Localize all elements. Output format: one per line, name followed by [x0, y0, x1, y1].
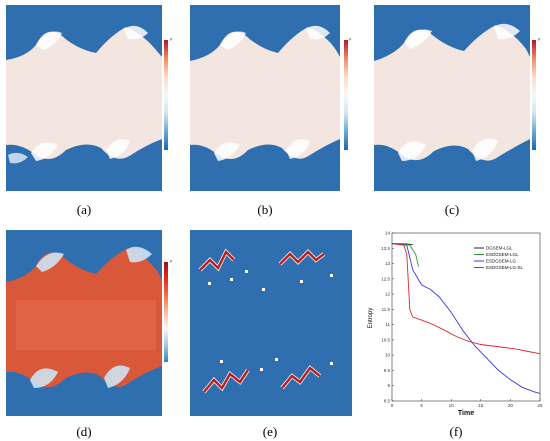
density-plot-c — [374, 5, 530, 191]
legend-label: ESDGSEM-LGL — [486, 252, 519, 257]
legend-label: DGSEM-LGL — [486, 246, 513, 251]
y-tick-label: 13 — [385, 261, 391, 266]
legend-label: ESDGSEM-LG-SL — [486, 265, 524, 270]
series-line-esdgsem-lgl — [391, 243, 420, 267]
y-tick-label: 11 — [385, 322, 390, 327]
caption-b: (b) — [257, 202, 273, 217]
density-plot-b — [190, 5, 340, 191]
caption-a: (a) — [76, 202, 92, 217]
x-tick-label: 25 — [537, 403, 543, 408]
density-panel-a — [6, 5, 162, 191]
density-panel-b — [190, 5, 340, 191]
y-tick-label: 9 — [387, 383, 390, 388]
caption-c: (c) — [444, 202, 460, 217]
y-tick-label: 13.5 — [381, 246, 390, 251]
colorbar-b — [344, 40, 348, 150]
colorbar-a — [164, 40, 168, 150]
density-plot-a — [6, 5, 162, 191]
colorbar-d — [164, 262, 168, 362]
series-line-esdgsem-lg-sl — [391, 243, 541, 355]
colorbar-c — [532, 40, 536, 150]
colorbar-label-c: ρ — [538, 36, 541, 41]
x-tick-label: 20 — [508, 403, 514, 408]
series-line-esdgsem-lg — [391, 243, 541, 394]
indicator-plot-e — [190, 230, 352, 416]
colorbar-label-b: ρ — [349, 36, 352, 41]
density-plot-d — [6, 230, 162, 416]
x-tick-label: 0 — [391, 403, 394, 408]
density-panel-c — [374, 5, 530, 191]
y-tick-label: 12 — [385, 292, 391, 297]
plot-frame — [391, 232, 541, 402]
entropy-chart: 14 13.5 13 12.5 12 11.5 11 10.5 10 9.5 9 8.5 0 5 10 15… — [368, 231, 543, 418]
x-axis-label: Time — [458, 410, 474, 417]
density-panel-d — [6, 230, 162, 416]
y-tick-label: 8.5 — [384, 399, 391, 404]
caption-f: (f) — [449, 424, 463, 439]
x-tick-label: 10 — [449, 403, 455, 408]
colorbar-label-d: ρ — [170, 258, 173, 263]
y-tick-label: 10 — [385, 353, 391, 358]
colorbar-label-a: ρ — [170, 36, 173, 41]
legend-label: ESDGSEM-LG — [486, 259, 517, 264]
caption-e: (e) — [262, 424, 278, 439]
indicator-panel-e — [190, 230, 352, 416]
y-tick-label: 12.5 — [381, 276, 390, 281]
y-tick-label: 10.5 — [381, 337, 390, 342]
caption-d: (d) — [76, 424, 92, 439]
y-tick-label: 14 — [385, 231, 391, 236]
entropy-chart-panel: 14 13.5 13 12.5 12 11.5 11 10.5 10 9.5 9 8.5 0 5 10 15… — [366, 228, 546, 418]
x-tick-label: 15 — [478, 403, 484, 408]
x-tick-label: 5 — [420, 403, 423, 408]
y-axis-label: Entropy — [368, 308, 374, 329]
y-tick-label: 9.5 — [384, 368, 391, 373]
y-tick-label: 11.5 — [382, 307, 391, 312]
